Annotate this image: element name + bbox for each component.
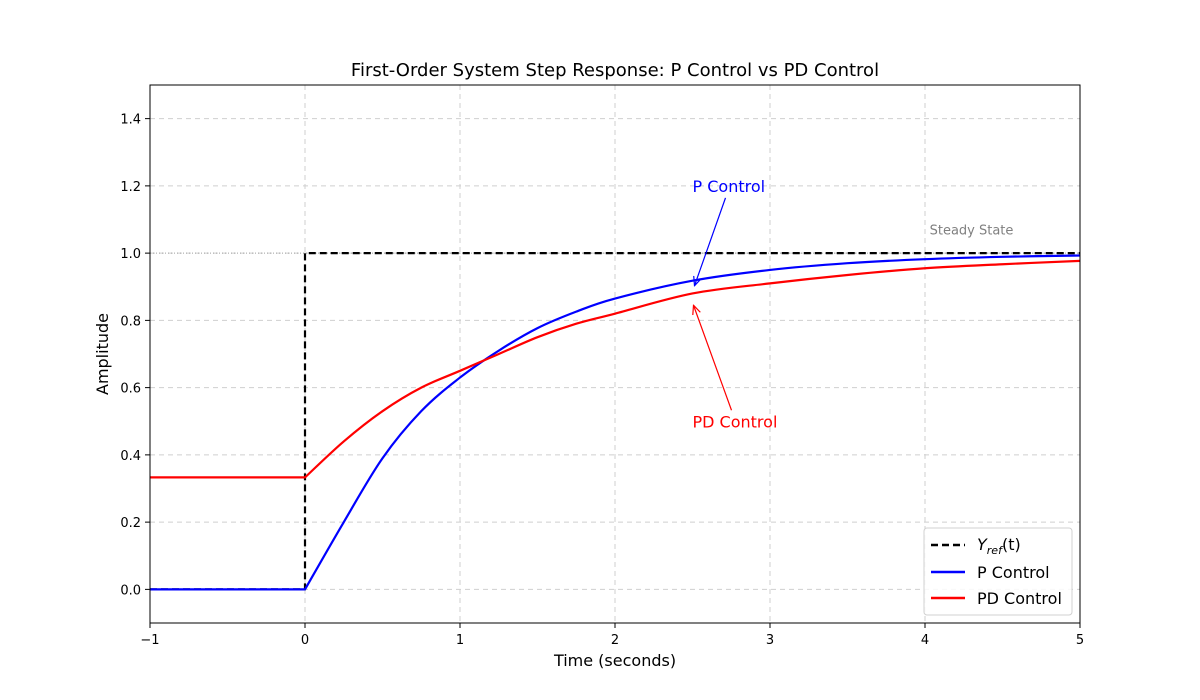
x-tick-label-0: −1 [140, 633, 159, 648]
y-tick-label-6: 1.2 [120, 180, 141, 195]
legend-box [923, 527, 1073, 616]
y-tick-label-4: 0.8 [120, 314, 141, 329]
x-tick-label-4: 3 [766, 633, 774, 648]
y-tick-label-0: 0.0 [120, 583, 141, 598]
y-tick-label-5: 1.0 [120, 247, 141, 262]
pd-control-annotation-arrow [694, 305, 733, 411]
steady-state-label: Steady State [930, 224, 1014, 239]
x-tick-label-5: 4 [921, 633, 929, 648]
legend-label-p-control: P Control [977, 563, 1050, 582]
x-tick-label-6: 5 [1076, 633, 1084, 648]
x-axis-label: Time (seconds) [553, 651, 676, 670]
x-tick-label-2: 1 [456, 633, 464, 648]
axis-ticks: −1 0 1 2 3 4 5 0.0 0.2 0.4 0.6 0.8 1.0 1.2 1.4 [120, 113, 1084, 648]
legend: Yref(t) P Control PD Control [923, 527, 1073, 616]
p-control-annotation-arrow [695, 197, 727, 286]
pd-control-annotation: PD Control [693, 412, 778, 431]
y-axis-label: Amplitude [93, 313, 112, 395]
y-tick-label-7: 1.4 [120, 113, 141, 128]
y-tick-label-3: 0.6 [120, 382, 141, 397]
x-tick-label-3: 2 [611, 633, 619, 648]
annotations: P Control PD Control [693, 177, 778, 431]
x-tick-label-1: 0 [301, 633, 309, 648]
p-control-annotation: P Control [693, 177, 766, 196]
legend-label-yref: Yref(t) [977, 535, 1021, 557]
pd-control-line [150, 259, 1081, 479]
y-tick-label-2: 0.4 [120, 449, 141, 464]
series-lines [150, 252, 1081, 591]
y-tick-label-1: 0.2 [120, 516, 141, 531]
p-control-line [150, 254, 1081, 591]
legend-label-pd-control: PD Control [977, 589, 1062, 608]
chart-title: First-Order System Step Response: P Cont… [351, 60, 879, 81]
